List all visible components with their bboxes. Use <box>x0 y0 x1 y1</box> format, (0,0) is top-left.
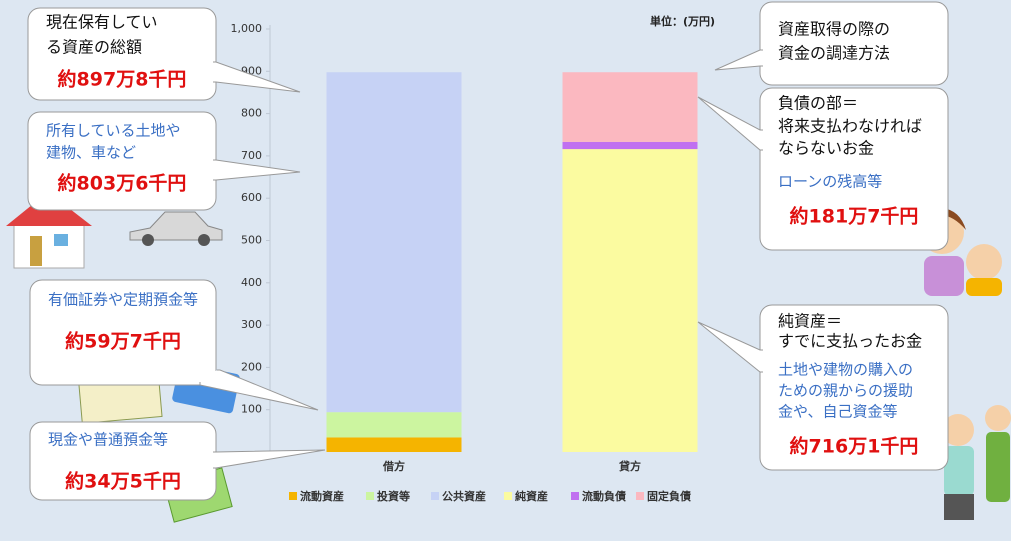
legend-label: 純資産 <box>515 489 548 503</box>
callout-box <box>759 1 949 86</box>
car-illustration <box>129 211 223 246</box>
callout-text: 資金の調達方法 <box>778 44 890 63</box>
legend-label: 流動資産 <box>300 489 344 503</box>
callout-note: 所有している土地や <box>46 122 181 140</box>
bar-segment <box>326 437 462 452</box>
callout-amount: 約181万7千円 <box>790 205 919 228</box>
callout-pointer <box>697 321 763 373</box>
callout-pointer <box>714 49 763 71</box>
callout-box <box>759 87 949 251</box>
unit-label: 単位：(万円) <box>650 14 715 28</box>
legend-label: 公共資産 <box>442 489 486 503</box>
y-tick-label: 100 <box>241 403 262 416</box>
legend-label: 投資等 <box>377 489 410 503</box>
callout-pointer <box>213 159 301 181</box>
callout-box <box>759 304 949 471</box>
callout-text: すでに支払ったお金 <box>778 332 922 351</box>
x-tick-label: 借方 <box>382 459 405 473</box>
callout-note: 建物、車など <box>46 144 136 162</box>
y-tick-label: 500 <box>241 234 262 247</box>
callout-text: 将来支払わなければ <box>778 117 922 136</box>
callout-text: 現在保有してい <box>46 13 158 32</box>
callout-text: ならないお金 <box>778 139 874 158</box>
y-tick-label: 200 <box>241 360 262 373</box>
callout-note: ローンの残高等 <box>778 173 882 191</box>
y-tick-label: 1,000 <box>231 22 263 35</box>
legend-swatch <box>636 492 644 500</box>
callout-note: 金や、自己資金等 <box>778 403 898 421</box>
bar-segment <box>562 141 698 150</box>
callout-amount: 約897万8千円 <box>58 68 187 91</box>
callout-note: 有価証券や定期預金等 <box>48 291 198 309</box>
y-tick-label: 600 <box>241 191 262 204</box>
legend-swatch <box>571 492 579 500</box>
y-tick-label: 800 <box>241 107 262 120</box>
callout-amount: 約59万7千円 <box>65 330 181 353</box>
bar-segment <box>326 412 462 438</box>
callout-box <box>29 279 217 386</box>
callout-pointer <box>697 96 763 151</box>
bar-segment <box>562 149 698 452</box>
callout-note: 現金や普通預金等 <box>48 431 168 449</box>
callout-pointer <box>213 61 301 93</box>
callout-note: ための親からの援助 <box>778 382 913 400</box>
legend-swatch <box>504 492 512 500</box>
callout-text: 純資産＝ <box>778 312 842 331</box>
callout-box <box>27 7 217 101</box>
callout-amount: 約34万5千円 <box>65 470 181 493</box>
legend-swatch <box>289 492 297 500</box>
callout-amount: 約803万6千円 <box>58 172 187 195</box>
legend-label: 流動負債 <box>582 489 626 503</box>
legend-swatch <box>431 492 439 500</box>
callout-pointer <box>199 369 319 411</box>
bar-segment <box>326 72 462 413</box>
callout-text: 資産取得の際の <box>778 20 890 39</box>
callout-text: 負債の部＝ <box>778 94 858 113</box>
bar-segment <box>562 72 698 142</box>
callout-amount: 約716万1千円 <box>790 435 919 458</box>
legend-label: 固定負債 <box>647 489 691 503</box>
legend-swatch <box>366 492 374 500</box>
callout-text: る資産の総額 <box>46 38 142 57</box>
y-tick-label: 300 <box>241 318 262 331</box>
y-tick-label: 400 <box>241 276 262 289</box>
callout-pointer <box>213 449 326 469</box>
y-tick-label: 700 <box>241 149 262 162</box>
callout-note: 土地や建物の購入の <box>778 361 913 379</box>
x-tick-label: 貸方 <box>618 459 641 473</box>
